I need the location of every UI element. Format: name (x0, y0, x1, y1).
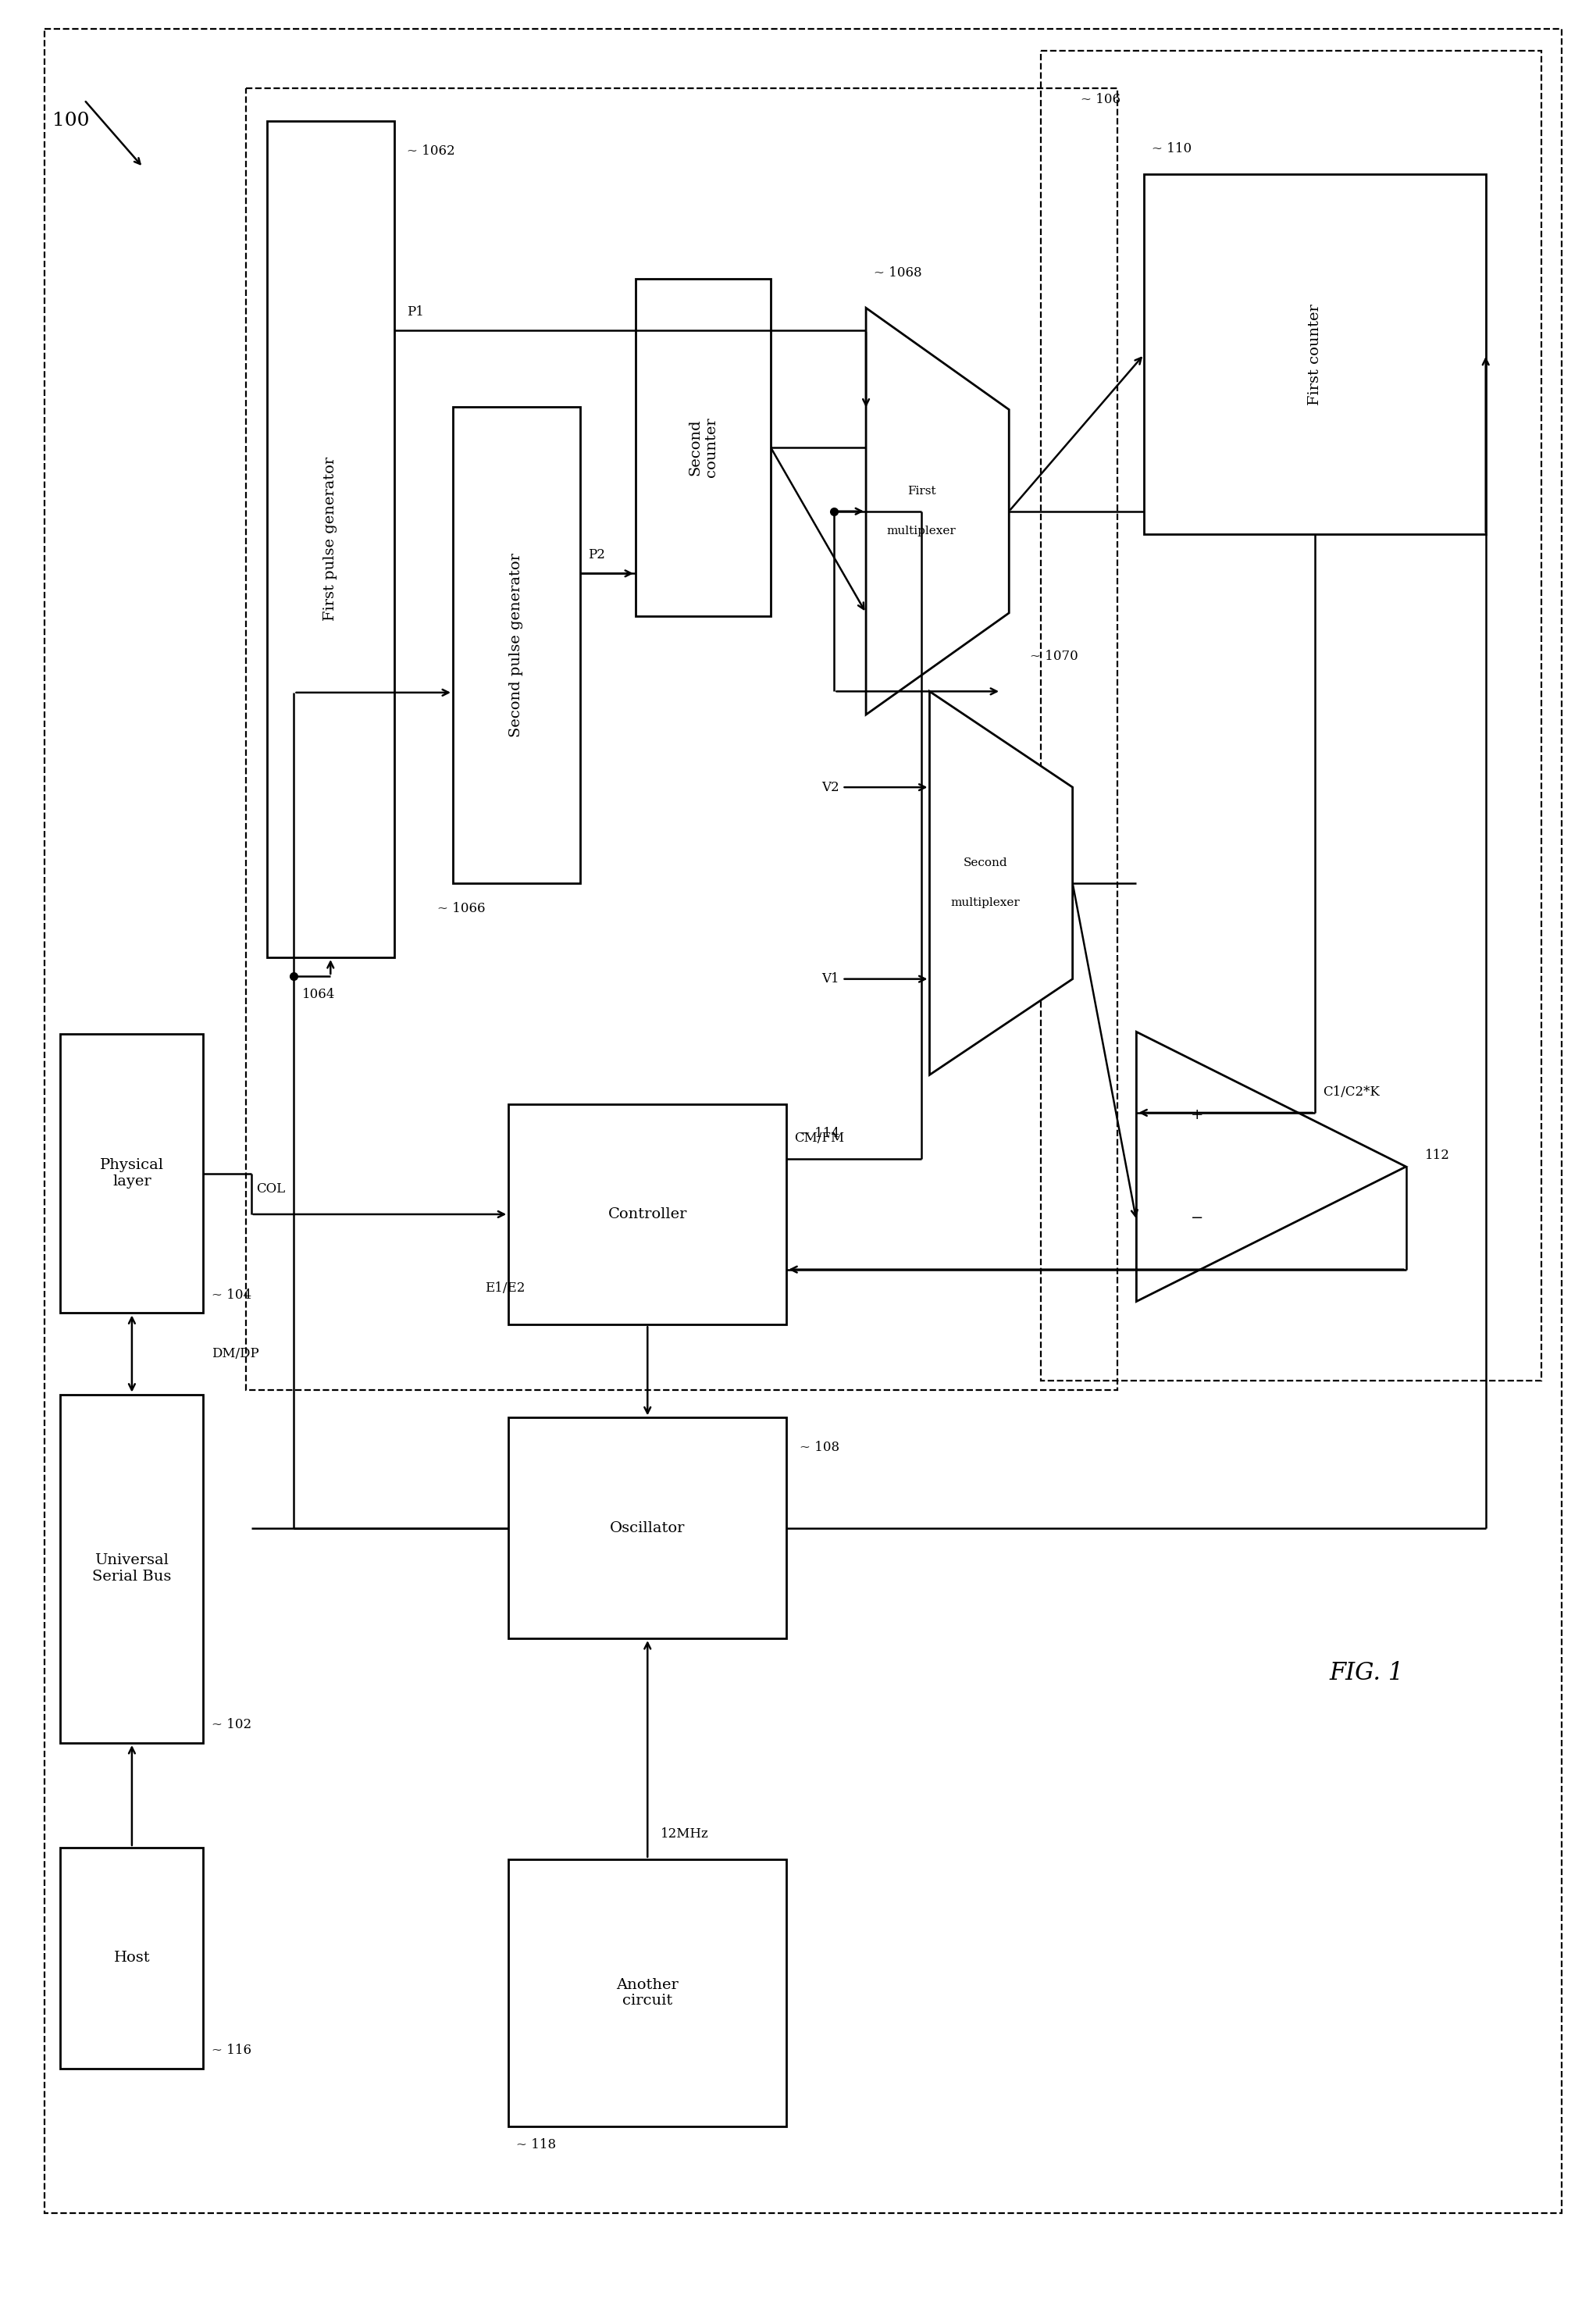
Text: Second: Second (963, 858, 1007, 869)
Text: First pulse generator: First pulse generator (324, 458, 337, 621)
Text: COL: COL (256, 1183, 284, 1197)
FancyBboxPatch shape (508, 1859, 787, 2126)
Text: V1: V1 (822, 971, 839, 985)
Text: 12MHz: 12MHz (661, 1827, 709, 1841)
Polygon shape (930, 693, 1073, 1076)
FancyBboxPatch shape (636, 279, 771, 616)
Text: ~ 1066: ~ 1066 (437, 902, 485, 916)
Text: DM/DP: DM/DP (211, 1348, 259, 1360)
Text: Oscillator: Oscillator (610, 1520, 685, 1536)
Polygon shape (1136, 1032, 1406, 1301)
Text: multiplexer: multiplexer (950, 897, 1020, 909)
Text: Second
counter: Second counter (688, 418, 718, 476)
Text: Host: Host (114, 1950, 149, 1966)
Text: Physical
layer: Physical layer (100, 1157, 164, 1190)
Text: ~ 118: ~ 118 (516, 2138, 556, 2152)
Text: 100: 100 (52, 112, 89, 130)
Text: ~ 1062: ~ 1062 (407, 144, 454, 158)
Text: First counter: First counter (1308, 304, 1322, 404)
Text: 112: 112 (1425, 1148, 1449, 1162)
Text: −: − (1190, 1211, 1203, 1225)
Text: CM/FM: CM/FM (794, 1132, 845, 1146)
Text: Controller: Controller (609, 1206, 686, 1222)
Text: ~ 102: ~ 102 (211, 1717, 251, 1731)
Text: ~ 110: ~ 110 (1152, 142, 1192, 156)
Text: E1/E2: E1/E2 (485, 1281, 524, 1294)
Text: ~ 116: ~ 116 (211, 2043, 251, 2057)
FancyBboxPatch shape (453, 407, 580, 883)
FancyBboxPatch shape (508, 1104, 787, 1325)
Text: ~ 106: ~ 106 (1081, 93, 1120, 107)
Text: Another
circuit: Another circuit (617, 1978, 679, 2008)
Text: ~ 1070: ~ 1070 (1030, 651, 1077, 662)
Text: multiplexer: multiplexer (887, 525, 957, 537)
Text: 1064: 1064 (302, 988, 335, 1002)
Text: Universal
Serial Bus: Universal Serial Bus (92, 1552, 172, 1585)
Text: ~ 108: ~ 108 (799, 1441, 839, 1455)
Text: P2: P2 (588, 548, 605, 562)
Text: V2: V2 (822, 781, 839, 795)
Text: Second pulse generator: Second pulse generator (510, 553, 523, 737)
Text: FIG. 1: FIG. 1 (1330, 1662, 1403, 1685)
Text: P1: P1 (407, 304, 424, 318)
Text: +: + (1190, 1109, 1203, 1122)
FancyBboxPatch shape (267, 121, 394, 957)
Text: C1/C2*K: C1/C2*K (1322, 1085, 1379, 1099)
Text: ~ 104: ~ 104 (211, 1287, 251, 1301)
FancyBboxPatch shape (508, 1418, 787, 1638)
Text: ~ 114: ~ 114 (799, 1127, 839, 1141)
FancyBboxPatch shape (60, 1034, 203, 1313)
Text: ~ 1068: ~ 1068 (874, 267, 922, 279)
FancyBboxPatch shape (1144, 174, 1486, 535)
FancyBboxPatch shape (60, 1394, 203, 1743)
Polygon shape (866, 309, 1009, 716)
FancyBboxPatch shape (60, 1848, 203, 2068)
Text: First: First (907, 486, 936, 497)
